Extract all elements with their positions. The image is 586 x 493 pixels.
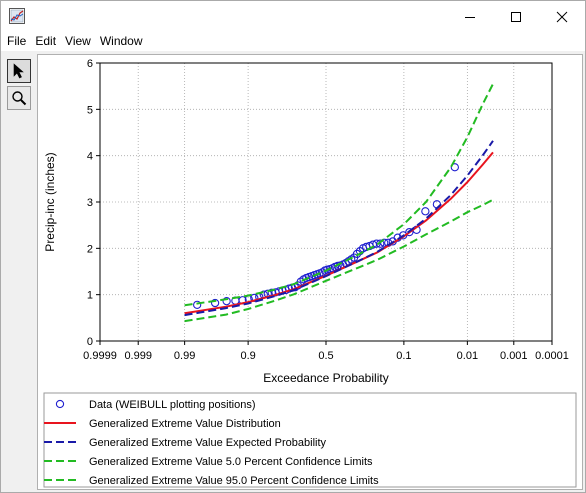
y-axis-ticks: 0 1 2 3 4 5 6	[87, 58, 100, 348]
y-tick-label: 0	[87, 336, 93, 348]
chart-panel: 0 1 2 3 4 5 6 0.9999 0.999 0.99 0.9 0.5 0.1 0.01 0.00…	[37, 54, 583, 490]
minimize-button[interactable]	[447, 1, 493, 32]
series-line	[184, 198, 494, 323]
y-tick-label: 5	[87, 104, 93, 116]
menu-window[interactable]: Window	[99, 34, 143, 48]
tool-palette	[5, 56, 33, 116]
zoom-tool-button[interactable]	[7, 86, 31, 110]
x-tick-label: 0.9999	[83, 350, 117, 362]
select-tool-button[interactable]	[7, 59, 31, 83]
x-tick-label: 0.001	[500, 350, 528, 362]
data-point	[421, 207, 430, 216]
y-tick-label: 1	[87, 290, 93, 302]
chart-window-icon	[9, 8, 25, 24]
data-point	[222, 297, 231, 306]
maximize-icon	[511, 11, 521, 22]
data-point	[450, 163, 459, 172]
y-axis-label: Precip-inc (inches)	[43, 152, 57, 251]
series-2	[184, 140, 494, 317]
series-4	[184, 198, 494, 323]
legend-label: Data (WEIBULL plotting positions)	[89, 399, 256, 411]
maximize-button[interactable]	[493, 1, 539, 32]
close-icon	[556, 11, 568, 22]
x-axis-ticks: 0.9999 0.999 0.99 0.9 0.5 0.1 0.01 0.001 0.0001	[83, 341, 569, 362]
title-bar[interactable]	[1, 1, 585, 32]
menu-file[interactable]: File	[7, 34, 27, 48]
series-1	[184, 151, 494, 315]
y-tick-label: 3	[87, 197, 93, 209]
x-tick-label: 0.0001	[535, 350, 569, 362]
magnifier-icon	[12, 91, 27, 106]
data-point	[193, 300, 202, 310]
legend-label: Generalized Extreme Value 5.0 Percent Co…	[89, 456, 373, 468]
minimize-icon	[465, 16, 475, 18]
y-tick-label: 4	[87, 151, 93, 163]
series-line	[184, 83, 494, 307]
grid-lines	[99, 62, 553, 342]
pointer-arrow-icon	[13, 63, 24, 79]
legend-label: Generalized Extreme Value 95.0 Percent C…	[89, 475, 379, 487]
data-point	[318, 268, 327, 277]
x-tick-label: 0.5	[318, 350, 333, 362]
legend-swatch	[55, 399, 65, 409]
data-point	[372, 239, 381, 248]
series-0	[193, 163, 459, 310]
legend-label: Generalized Extreme Value Distribution	[89, 418, 281, 430]
series-line	[184, 151, 494, 315]
series-line	[184, 140, 494, 317]
frequency-curve-chart: 0 1 2 3 4 5 6 0.9999 0.999 0.99 0.9 0.5 0.1 0.01 0.00…	[43, 58, 577, 488]
data-series	[184, 83, 494, 323]
x-tick-label: 0.9	[240, 350, 255, 362]
x-tick-label: 0.999	[124, 350, 152, 362]
menu-edit[interactable]: Edit	[35, 34, 57, 48]
x-axis-label: Exceedance Probability	[263, 371, 388, 385]
data-point	[405, 227, 414, 237]
menu-view[interactable]: View	[65, 34, 91, 48]
y-tick-label: 2	[87, 243, 93, 255]
y-tick-label: 6	[87, 58, 93, 70]
data-point	[376, 239, 385, 248]
legend-entries: Data (WEIBULL plotting positions) General…	[44, 399, 379, 487]
x-tick-label: 0.99	[174, 350, 195, 362]
series-3	[184, 83, 494, 307]
menu-bar: File Edit View Window	[1, 32, 585, 51]
close-button[interactable]	[539, 1, 585, 32]
legend	[43, 392, 577, 488]
legend-label: Generalized Extreme Value Expected Proba…	[89, 437, 327, 449]
data-point	[210, 298, 220, 308]
x-tick-label: 0.01	[457, 350, 478, 362]
x-tick-label: 0.1	[396, 350, 411, 362]
